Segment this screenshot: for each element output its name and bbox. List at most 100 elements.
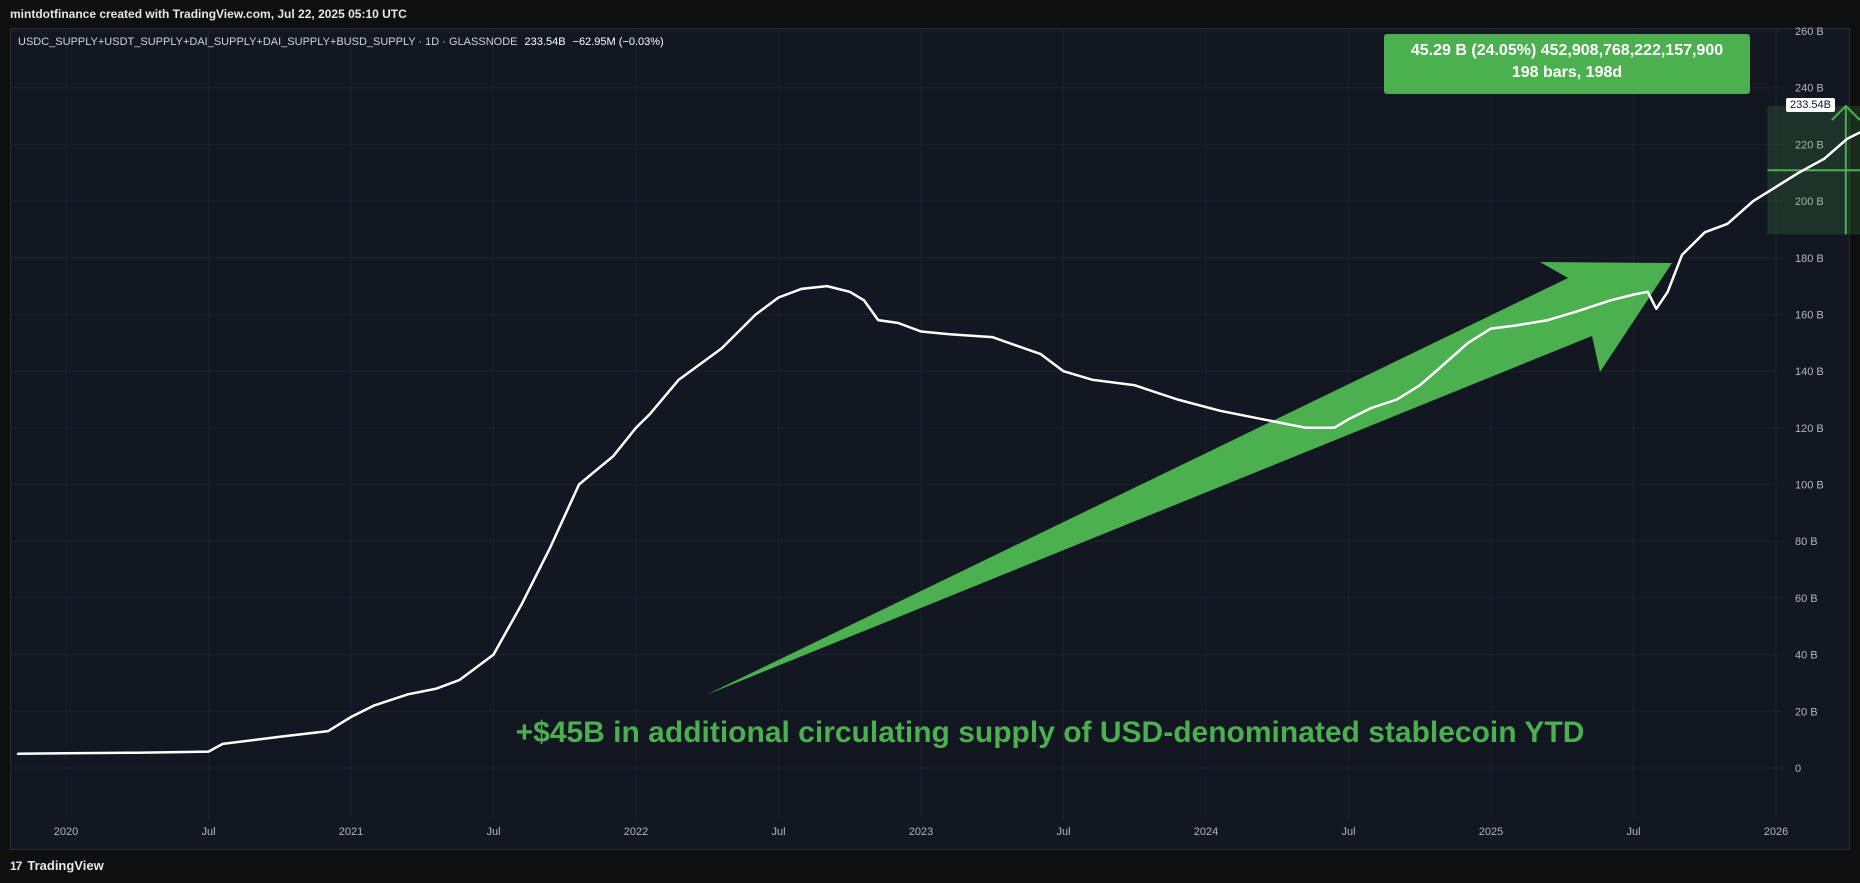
data-point xyxy=(435,687,438,690)
data-point xyxy=(221,743,224,745)
x-axis: 2020 Jul 2021 Jul 2022 Jul 2023 Jul 2024 Jul 2025 J… xyxy=(54,826,1788,838)
data-point xyxy=(1441,364,1444,367)
y-tick-label: 0 xyxy=(1795,763,1801,775)
data-point xyxy=(1262,418,1264,421)
trend-arrow xyxy=(706,262,1672,695)
data-point xyxy=(350,716,352,718)
x-tick-label: Jul xyxy=(1056,826,1070,838)
data-point xyxy=(1304,427,1307,429)
header-bar xyxy=(0,0,1860,30)
y-tick-label: 100 B xyxy=(1795,480,1824,492)
last-value: 233.54B xyxy=(524,36,566,48)
y-tick-label: 20 B xyxy=(1795,706,1818,718)
measure-box xyxy=(1767,104,1860,235)
x-tick-label: Jul xyxy=(771,826,785,838)
data-point xyxy=(948,333,951,336)
y-tick-label: 220 B xyxy=(1795,139,1824,151)
measure-line-2: 198 bars, 198d xyxy=(1511,64,1623,81)
measure-arrow-up xyxy=(1831,104,1860,121)
data-point xyxy=(1775,186,1777,188)
data-point xyxy=(1703,231,1706,234)
data-point xyxy=(1513,325,1515,327)
x-tick-label: 2021 xyxy=(339,826,363,838)
data-point xyxy=(207,750,210,753)
last-price-label: 233.54B xyxy=(1786,98,1835,112)
x-tick-label: Jul xyxy=(201,826,215,838)
data-point xyxy=(1333,427,1336,429)
y-tick-label: 60 B xyxy=(1795,593,1818,605)
data-point xyxy=(1823,157,1826,160)
data-point xyxy=(458,679,461,681)
data-point xyxy=(16,753,19,755)
x-tick-label: 2020 xyxy=(54,826,78,838)
symbol-name: USDC_SUPPLY+USDT_SUPPLY+DAI_SUPPLY+DAI_S… xyxy=(18,36,518,48)
x-tick-label: 2025 xyxy=(1479,826,1503,838)
data-point xyxy=(1219,410,1222,412)
x-tick-label: 2023 xyxy=(909,826,933,838)
y-tick-label: 200 B xyxy=(1795,196,1824,208)
trend-arrow-shape xyxy=(706,262,1672,695)
x-tick-label: 2026 xyxy=(1764,826,1788,838)
data-point xyxy=(549,546,552,548)
y-axis: 0 20 B 40 B 60 B 80 B 100 B 120 B 140 B 160 B 180… xyxy=(1795,26,1824,775)
x-tick-label: 2022 xyxy=(624,826,648,838)
y-tick-label: 160 B xyxy=(1795,309,1824,321)
grid-lines xyxy=(10,28,1782,818)
data-point xyxy=(1681,254,1683,256)
data-point xyxy=(1726,222,1729,225)
data-point xyxy=(407,693,409,696)
data-point xyxy=(777,296,780,299)
data-point xyxy=(1798,171,1800,174)
data-point xyxy=(649,412,652,415)
y-tick-label: 40 B xyxy=(1795,650,1818,662)
data-point xyxy=(1646,290,1649,293)
data-point xyxy=(578,483,580,486)
data-point xyxy=(1490,327,1492,330)
data-point xyxy=(492,653,495,656)
data-point xyxy=(1396,398,1398,401)
y-tick-label: 140 B xyxy=(1795,366,1824,378)
data-point xyxy=(677,378,680,381)
data-point xyxy=(920,330,922,333)
y-tick-label: 180 B xyxy=(1795,253,1824,265)
data-point xyxy=(635,427,637,429)
data-point xyxy=(1370,407,1373,409)
measure-tooltip: 45.29 B (24.05%) 452,908,768,222,157,900… xyxy=(1384,34,1750,94)
data-point xyxy=(1547,319,1549,321)
data-point xyxy=(1609,299,1612,302)
y-tick-label: 240 B xyxy=(1795,83,1824,95)
data-point xyxy=(1062,370,1065,372)
data-point xyxy=(848,290,851,293)
y-tick-label: 80 B xyxy=(1795,536,1818,548)
x-tick-label: 2024 xyxy=(1194,826,1218,838)
data-point xyxy=(373,704,375,707)
data-point xyxy=(1347,418,1350,421)
footer-brand[interactable]: 17 TradingView xyxy=(10,858,104,873)
symbol-legend[interactable]: USDC_SUPPLY+USDT_SUPPLY+DAI_SUPPLY+DAI_S… xyxy=(18,36,664,48)
data-point xyxy=(1133,384,1136,387)
attribution-text: mintdotfinance created with TradingView.… xyxy=(10,7,407,21)
tradingview-logo-icon: 17 xyxy=(10,858,22,873)
data-point xyxy=(897,322,899,324)
data-point xyxy=(65,752,67,755)
data-point xyxy=(1467,342,1469,344)
data-point xyxy=(1752,200,1754,202)
data-point xyxy=(1091,378,1093,381)
data-point xyxy=(991,336,994,338)
data-point xyxy=(521,602,523,605)
measure-line-1: 45.29 B (24.05%) 452,908,768,222,157,900 xyxy=(1410,42,1724,59)
data-point xyxy=(1039,353,1042,355)
y-tick-label: 120 B xyxy=(1795,423,1824,435)
data-point xyxy=(863,299,865,302)
x-tick-label: Jul xyxy=(1626,826,1640,838)
data-point xyxy=(1575,310,1578,313)
footer-brand-label: TradingView xyxy=(27,858,104,873)
annotation-text: +$45B in additional circulating supply o… xyxy=(515,716,1585,749)
footer-bar xyxy=(0,850,1860,883)
chart-pane[interactable] xyxy=(10,28,1850,850)
data-point xyxy=(754,313,757,316)
data-point xyxy=(800,288,803,290)
x-tick-label: Jul xyxy=(486,826,500,838)
data-point xyxy=(1666,290,1669,293)
